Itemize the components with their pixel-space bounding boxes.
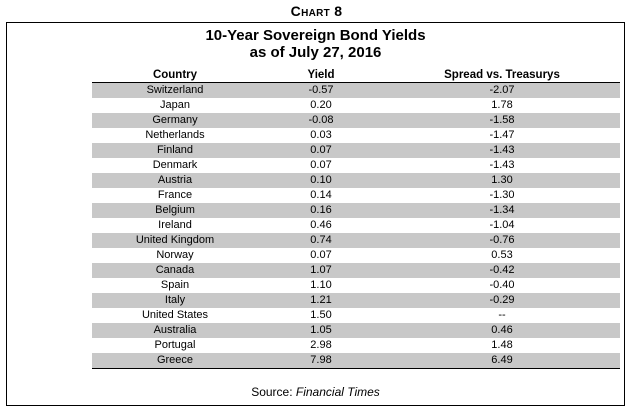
country-cell: Italy: [92, 293, 258, 308]
yield-cell: 7.98: [258, 353, 384, 369]
country-cell: Denmark: [152, 159, 198, 171]
yield-cell: 0.20: [310, 99, 332, 111]
source-name: Financial Times: [295, 385, 380, 399]
country-cell: Spain: [160, 279, 190, 291]
country-cell: United States: [141, 309, 209, 321]
yield-cell: 1.21: [258, 293, 384, 308]
spread-cell: --: [498, 309, 506, 321]
spread-cell: 1.30: [384, 173, 620, 188]
country-cell: Belgium: [92, 203, 258, 218]
spread-cell: -0.42: [384, 263, 620, 278]
spread-cell: 1.78: [491, 99, 513, 111]
source-note: Source: Financial Times: [7, 385, 624, 399]
country-cell: Greece: [92, 353, 258, 369]
country-cell: Canada: [92, 263, 258, 278]
table-row: Greece 7.98 6.49: [92, 353, 620, 369]
country-cell: Austria: [92, 173, 258, 188]
country-cell: Switzerland: [92, 82, 258, 98]
table-row: Austria 0.10 1.30: [92, 173, 620, 188]
spread-cell: 6.49: [384, 353, 620, 369]
table-row: Belgium 0.16 -1.34: [92, 203, 620, 218]
spread-cell: -2.07: [384, 82, 620, 98]
table-row: France 0.14 -1.30: [92, 188, 620, 203]
table-row: United Kingdom 0.74 -0.76: [92, 233, 620, 248]
table-row: Denmark 0.07 -1.43: [92, 158, 620, 173]
country-cell: France: [157, 189, 193, 201]
table-row: Finland 0.07 -1.43: [92, 143, 620, 158]
column-header-spread: Spread vs. Treasurys: [384, 68, 620, 83]
yield-cell: 0.74: [258, 233, 384, 248]
yield-cell: -0.08: [258, 113, 384, 128]
yield-cell: 0.03: [310, 129, 332, 141]
country-cell: Ireland: [158, 219, 192, 231]
country-cell: Portugal: [154, 339, 196, 351]
table-row: Japan 0.20 1.78: [92, 98, 620, 113]
country-cell: Japan: [160, 99, 190, 111]
yield-cell: 1.50: [310, 309, 332, 321]
spread-cell: -0.40: [489, 279, 515, 291]
table-row: Spain 1.10 -0.40: [92, 278, 620, 293]
country-cell: Norway: [156, 249, 194, 261]
column-header-country: Country: [92, 68, 258, 83]
yield-cell: 1.05: [258, 323, 384, 338]
table-row: Norway 0.07 0.53: [92, 248, 620, 263]
yield-cell: 0.07: [258, 143, 384, 158]
country-cell: Australia: [92, 323, 258, 338]
chart-subtitle: as of July 27, 2016: [249, 44, 382, 61]
column-header-yield: Yield: [258, 68, 384, 83]
spread-cell: -1.58: [384, 113, 620, 128]
country-cell: Finland: [92, 143, 258, 158]
spread-cell: -1.43: [489, 159, 515, 171]
yield-cell: 0.10: [258, 173, 384, 188]
yield-cell: 0.07: [310, 159, 332, 171]
country-cell: Netherlands: [145, 129, 205, 141]
yield-cell: 1.10: [310, 279, 332, 291]
table-row: Netherlands 0.03 -1.47: [92, 128, 620, 143]
table-row: Portugal 2.98 1.48: [92, 338, 620, 353]
yield-cell: 0.07: [310, 249, 332, 261]
yield-cell: 0.46: [310, 219, 332, 231]
yield-cell: 2.98: [310, 339, 332, 351]
table-header-row: Country Yield Spread vs. Treasurys: [92, 68, 620, 83]
table-row: United States 1.50 --: [92, 308, 620, 323]
yield-cell: 0.14: [310, 189, 332, 201]
table-row: Ireland 0.46 -1.04: [92, 218, 620, 233]
spread-cell: -1.34: [384, 203, 620, 218]
table-body: Switzerland -0.57 -2.07 Japan 0.20 1.78 German…: [92, 82, 620, 369]
spread-cell: 0.46: [384, 323, 620, 338]
table-row: Canada 1.07 -0.42: [92, 263, 620, 278]
yield-cell: 1.07: [258, 263, 384, 278]
spread-cell: 0.53: [491, 249, 513, 261]
spread-cell: -1.30: [489, 189, 515, 201]
chart-title: 10-Year Sovereign Bond Yields: [205, 27, 426, 44]
yield-cell: -0.57: [258, 82, 384, 98]
country-cell: Germany: [92, 113, 258, 128]
spread-cell: -1.43: [384, 143, 620, 158]
chart-label: Chart 8: [290, 3, 343, 19]
bond-yields-table: Country Yield Spread vs. Treasurys Switz…: [92, 68, 620, 369]
spread-cell: 1.48: [491, 339, 513, 351]
table-row: Germany -0.08 -1.58: [92, 113, 620, 128]
spread-cell: -0.29: [384, 293, 620, 308]
chart-frame: 10-Year Sovereign Bond Yields as of July…: [6, 22, 625, 406]
country-cell: United Kingdom: [92, 233, 258, 248]
spread-cell: -0.76: [384, 233, 620, 248]
yield-cell: 0.16: [258, 203, 384, 218]
source-prefix: Source:: [251, 385, 296, 399]
spread-cell: -1.47: [489, 129, 515, 141]
spread-cell: -1.04: [489, 219, 515, 231]
table-row: Italy 1.21 -0.29: [92, 293, 620, 308]
table-row: Australia 1.05 0.46: [92, 323, 620, 338]
table-row: Switzerland -0.57 -2.07: [92, 82, 620, 98]
